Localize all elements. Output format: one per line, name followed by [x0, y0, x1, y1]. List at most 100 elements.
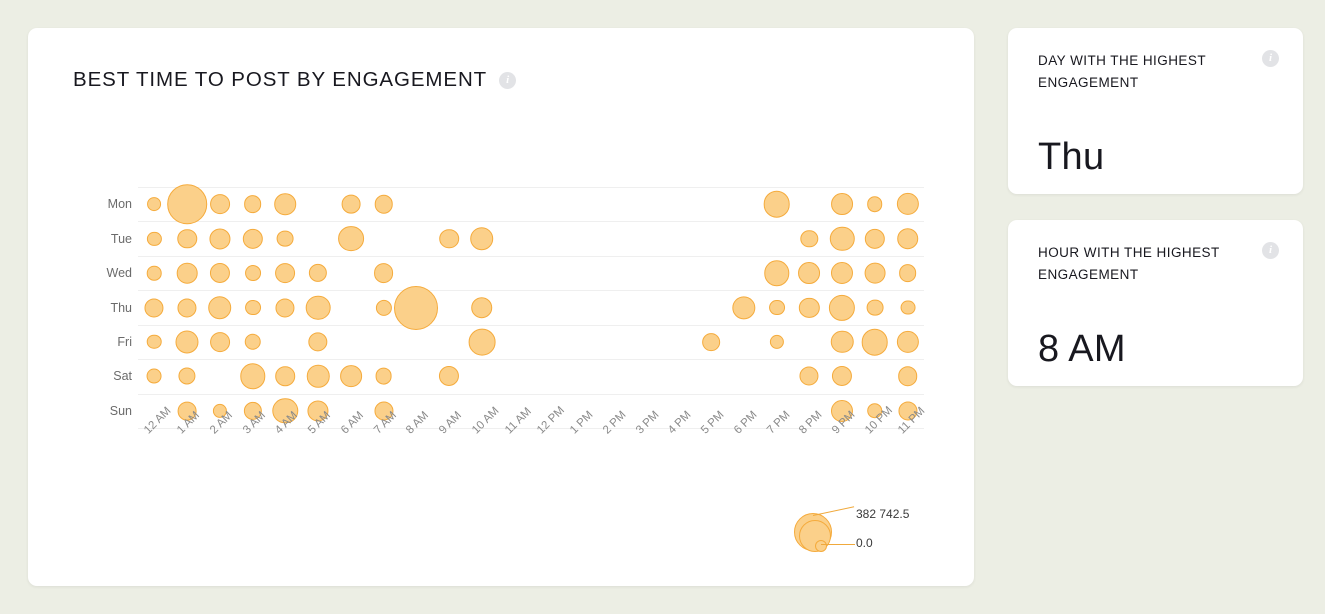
bubble-point[interactable] [470, 226, 494, 251]
grid-row-line [138, 393, 924, 395]
bubble-point[interactable] [374, 401, 394, 421]
bubble-point[interactable] [864, 228, 886, 249]
bubble-point[interactable] [209, 228, 231, 250]
bubble-point[interactable] [800, 229, 819, 248]
bubble-point[interactable] [306, 365, 330, 388]
bubble-point[interactable] [702, 333, 720, 351]
bubble-point[interactable] [897, 366, 918, 387]
bubble-point[interactable] [208, 295, 232, 320]
bubble-point[interactable] [832, 366, 853, 387]
bubble-chart: Mon Tue Wed Thu Fri Sat Sun 12 AM 1 AM 2 AM 3 AM 4… [28, 28, 974, 586]
bubble-point[interactable] [898, 264, 917, 282]
bubble-point[interactable] [209, 331, 230, 352]
bubble-point[interactable] [898, 401, 918, 421]
bubble-point[interactable] [896, 227, 919, 250]
kpi-label: DAY WITH THE HIGHEST ENGAGEMENT [1038, 53, 1206, 90]
bubble-point[interactable] [374, 194, 393, 214]
bubble-point[interactable] [831, 399, 854, 422]
bubble-point[interactable] [769, 334, 784, 350]
bubble-point[interactable] [244, 265, 261, 282]
plot-area [138, 184, 924, 429]
bubble-point[interactable] [799, 297, 820, 318]
bubble-point[interactable] [244, 333, 261, 351]
bubble-point[interactable] [768, 299, 785, 316]
bubble-point[interactable] [212, 403, 227, 418]
bubble-point[interactable] [146, 368, 162, 384]
info-icon[interactable]: i [499, 71, 517, 89]
bubble-point[interactable] [798, 262, 821, 285]
bubble-point[interactable] [308, 263, 328, 283]
bubble-point[interactable] [831, 193, 854, 216]
bubble-point[interactable] [308, 332, 328, 352]
bubble-point[interactable] [175, 330, 199, 354]
legend-max-label: 382 742.5 [856, 507, 910, 521]
bubble-point[interactable] [177, 228, 197, 249]
bubble-point[interactable] [147, 334, 162, 350]
legend-leader-line-min [821, 544, 855, 545]
info-icon[interactable]: i [1262, 242, 1279, 259]
bubble-point[interactable] [732, 295, 756, 320]
legend-min-label: 0.0 [856, 536, 873, 550]
bubble-point[interactable] [147, 231, 162, 246]
bubble-point[interactable] [275, 366, 296, 387]
page-title: BEST TIME TO POST BY ENGAGEMENT [73, 68, 488, 91]
bubble-point[interactable] [799, 366, 819, 386]
bubble-point[interactable] [763, 190, 790, 218]
bubble-point[interactable] [867, 196, 883, 212]
bubble-point[interactable] [276, 230, 294, 248]
bubble-point[interactable] [866, 299, 884, 316]
bubble-point[interactable] [147, 197, 162, 212]
bubble-point[interactable] [147, 265, 162, 281]
bubble-point[interactable] [831, 262, 854, 285]
bubble-point[interactable] [394, 285, 439, 330]
bubble-point[interactable] [829, 226, 855, 251]
bubble-point[interactable] [243, 401, 262, 420]
bubble-point[interactable] [373, 263, 394, 283]
legend-circle-min [815, 540, 827, 552]
bubble-point[interactable] [178, 367, 196, 385]
bubble-point[interactable] [242, 228, 263, 249]
grid-row-line [138, 255, 924, 257]
bubble-point[interactable] [305, 295, 331, 320]
bubble-point[interactable] [239, 363, 266, 390]
bubble-point[interactable] [177, 401, 197, 421]
bubble-point[interactable] [243, 195, 262, 214]
bubble-point[interactable] [375, 299, 392, 316]
y-axis-tick-sat: Sat [113, 369, 132, 384]
bubble-point[interactable] [176, 262, 198, 284]
bubble-point[interactable] [375, 367, 393, 385]
info-icon[interactable]: i [1262, 50, 1279, 67]
bubble-point[interactable] [341, 194, 361, 214]
bubble-point[interactable] [471, 296, 493, 319]
bubble-point[interactable] [274, 193, 297, 215]
bubble-point[interactable] [272, 398, 299, 424]
bubble-point[interactable] [275, 297, 295, 318]
bubble-point[interactable] [209, 194, 230, 215]
bubble-point[interactable] [830, 330, 854, 354]
bubble-point[interactable] [337, 225, 364, 252]
bubble-point[interactable] [339, 365, 362, 388]
bubble-point[interactable] [177, 297, 197, 318]
grid-row-line [138, 428, 924, 429]
bubble-point[interactable] [144, 297, 164, 318]
bubble-point[interactable] [829, 294, 856, 321]
bubble-point[interactable] [244, 299, 261, 316]
bubble-point[interactable] [896, 193, 919, 216]
bubble-point[interactable] [861, 328, 889, 356]
bubble-point[interactable] [763, 260, 790, 286]
y-axis-tick-sun: Sun [109, 403, 132, 418]
bubble-point[interactable] [864, 262, 886, 284]
bubble-point[interactable] [867, 402, 883, 419]
bubble-point[interactable] [275, 263, 296, 283]
bubble-point[interactable] [900, 300, 916, 315]
x-axis-labels: 12 AM 1 AM 2 AM 3 AM 4 AM 5 AM 6 AM 7 AM 8 AM 9 A… [138, 404, 927, 488]
bubble-point[interactable] [307, 400, 329, 422]
y-axis-tick-fri: Fri [117, 334, 132, 349]
bubble-point[interactable] [439, 228, 459, 249]
chart-header: BEST TIME TO POST BY ENGAGEMENT i [73, 68, 517, 92]
bubble-point[interactable] [439, 366, 460, 387]
bubble-point[interactable] [468, 328, 496, 356]
bubble-point[interactable] [167, 184, 207, 224]
bubble-point[interactable] [209, 263, 230, 284]
bubble-point[interactable] [896, 330, 919, 354]
